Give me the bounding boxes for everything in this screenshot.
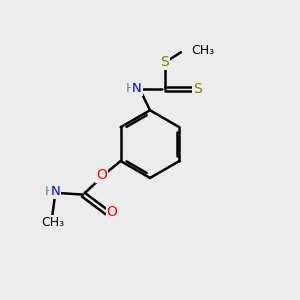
Text: N: N	[132, 82, 142, 95]
Text: H: H	[44, 185, 54, 198]
Text: N: N	[50, 185, 60, 198]
Text: H: H	[126, 82, 136, 95]
Text: O: O	[107, 205, 118, 219]
Text: S: S	[193, 82, 202, 96]
Text: CH₃: CH₃	[191, 44, 214, 57]
Text: O: O	[96, 168, 107, 182]
Text: S: S	[160, 55, 169, 69]
Text: CH₃: CH₃	[41, 216, 64, 229]
